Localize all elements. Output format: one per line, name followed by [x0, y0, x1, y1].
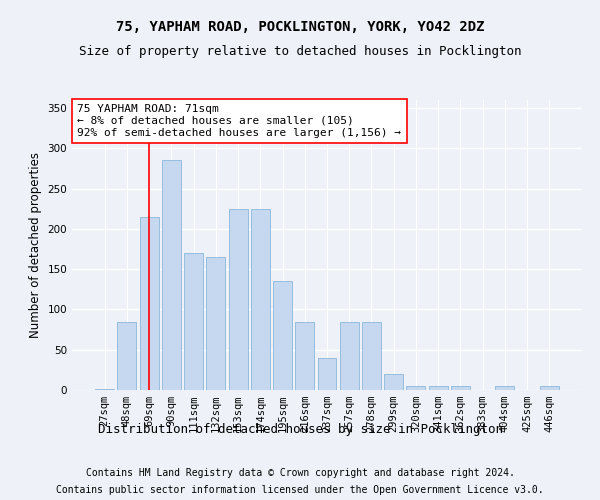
Bar — [206, 257, 225, 390]
Text: 75 YAPHAM ROAD: 71sqm
← 8% of detached houses are smaller (105)
92% of semi-deta: 75 YAPHAM ROAD: 71sqm ← 8% of detached h… — [77, 104, 401, 138]
Bar — [451, 386, 470, 390]
Bar — [362, 322, 381, 390]
Bar — [496, 386, 514, 390]
Bar — [229, 209, 248, 390]
Text: 75, YAPHAM ROAD, POCKLINGTON, YORK, YO42 2DZ: 75, YAPHAM ROAD, POCKLINGTON, YORK, YO42… — [116, 20, 484, 34]
Bar — [429, 386, 448, 390]
Bar — [273, 281, 292, 390]
Bar — [140, 217, 158, 390]
Bar — [118, 322, 136, 390]
Bar — [340, 322, 359, 390]
Bar — [184, 253, 203, 390]
Bar — [406, 386, 425, 390]
Bar — [95, 389, 114, 390]
Bar — [384, 374, 403, 390]
Y-axis label: Number of detached properties: Number of detached properties — [29, 152, 42, 338]
Bar — [295, 322, 314, 390]
Text: Contains HM Land Registry data © Crown copyright and database right 2024.: Contains HM Land Registry data © Crown c… — [86, 468, 514, 477]
Bar — [317, 358, 337, 390]
Bar — [540, 386, 559, 390]
Text: Distribution of detached houses by size in Pocklington: Distribution of detached houses by size … — [97, 424, 503, 436]
Text: Contains public sector information licensed under the Open Government Licence v3: Contains public sector information licen… — [56, 485, 544, 495]
Bar — [251, 209, 270, 390]
Text: Size of property relative to detached houses in Pocklington: Size of property relative to detached ho… — [79, 45, 521, 58]
Bar — [162, 160, 181, 390]
